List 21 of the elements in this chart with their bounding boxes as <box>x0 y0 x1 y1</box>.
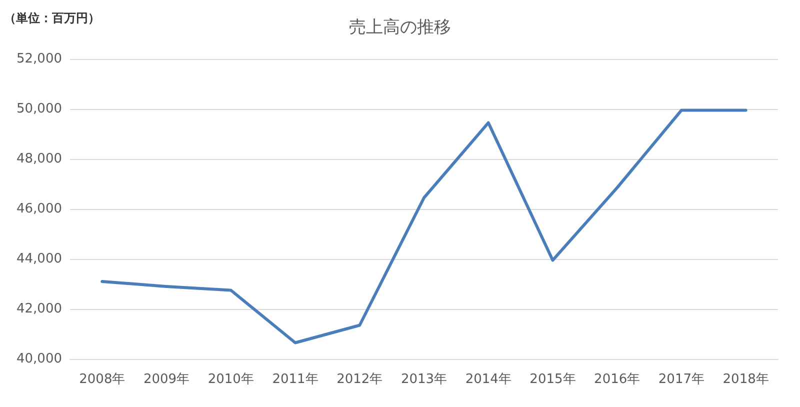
x-tick-label: 2014年 <box>465 372 512 387</box>
y-tick-label: 42,000 <box>16 302 62 316</box>
y-tick-label: 48,000 <box>16 152 62 166</box>
x-tick-label: 2010年 <box>208 372 254 387</box>
text: （単位：百万円） <box>4 11 100 25</box>
x-tick-label: 2011年 <box>272 372 318 387</box>
line-series <box>100 108 748 344</box>
x-tick-label: 2012年 <box>336 372 383 387</box>
x-tick-label: 2016年 <box>594 372 640 387</box>
x-tick-label: 2015年 <box>530 372 576 387</box>
y-tick-label: 52,000 <box>16 52 62 66</box>
y-tick-label: 44,000 <box>16 252 62 266</box>
y-tick-label: 46,000 <box>16 202 62 216</box>
y-tick-label: 50,000 <box>16 102 62 116</box>
chart-title: 売上高の推移 <box>349 18 451 38</box>
x-tick-label: 2018年 <box>722 372 769 387</box>
x-tick-label: 2009年 <box>144 372 190 387</box>
y-tick-label: 40,000 <box>16 352 62 366</box>
x-tick-label: 2008年 <box>79 372 126 387</box>
x-tick-label: 2013年 <box>400 372 448 387</box>
x-tick-label: 2017年 <box>658 372 704 387</box>
